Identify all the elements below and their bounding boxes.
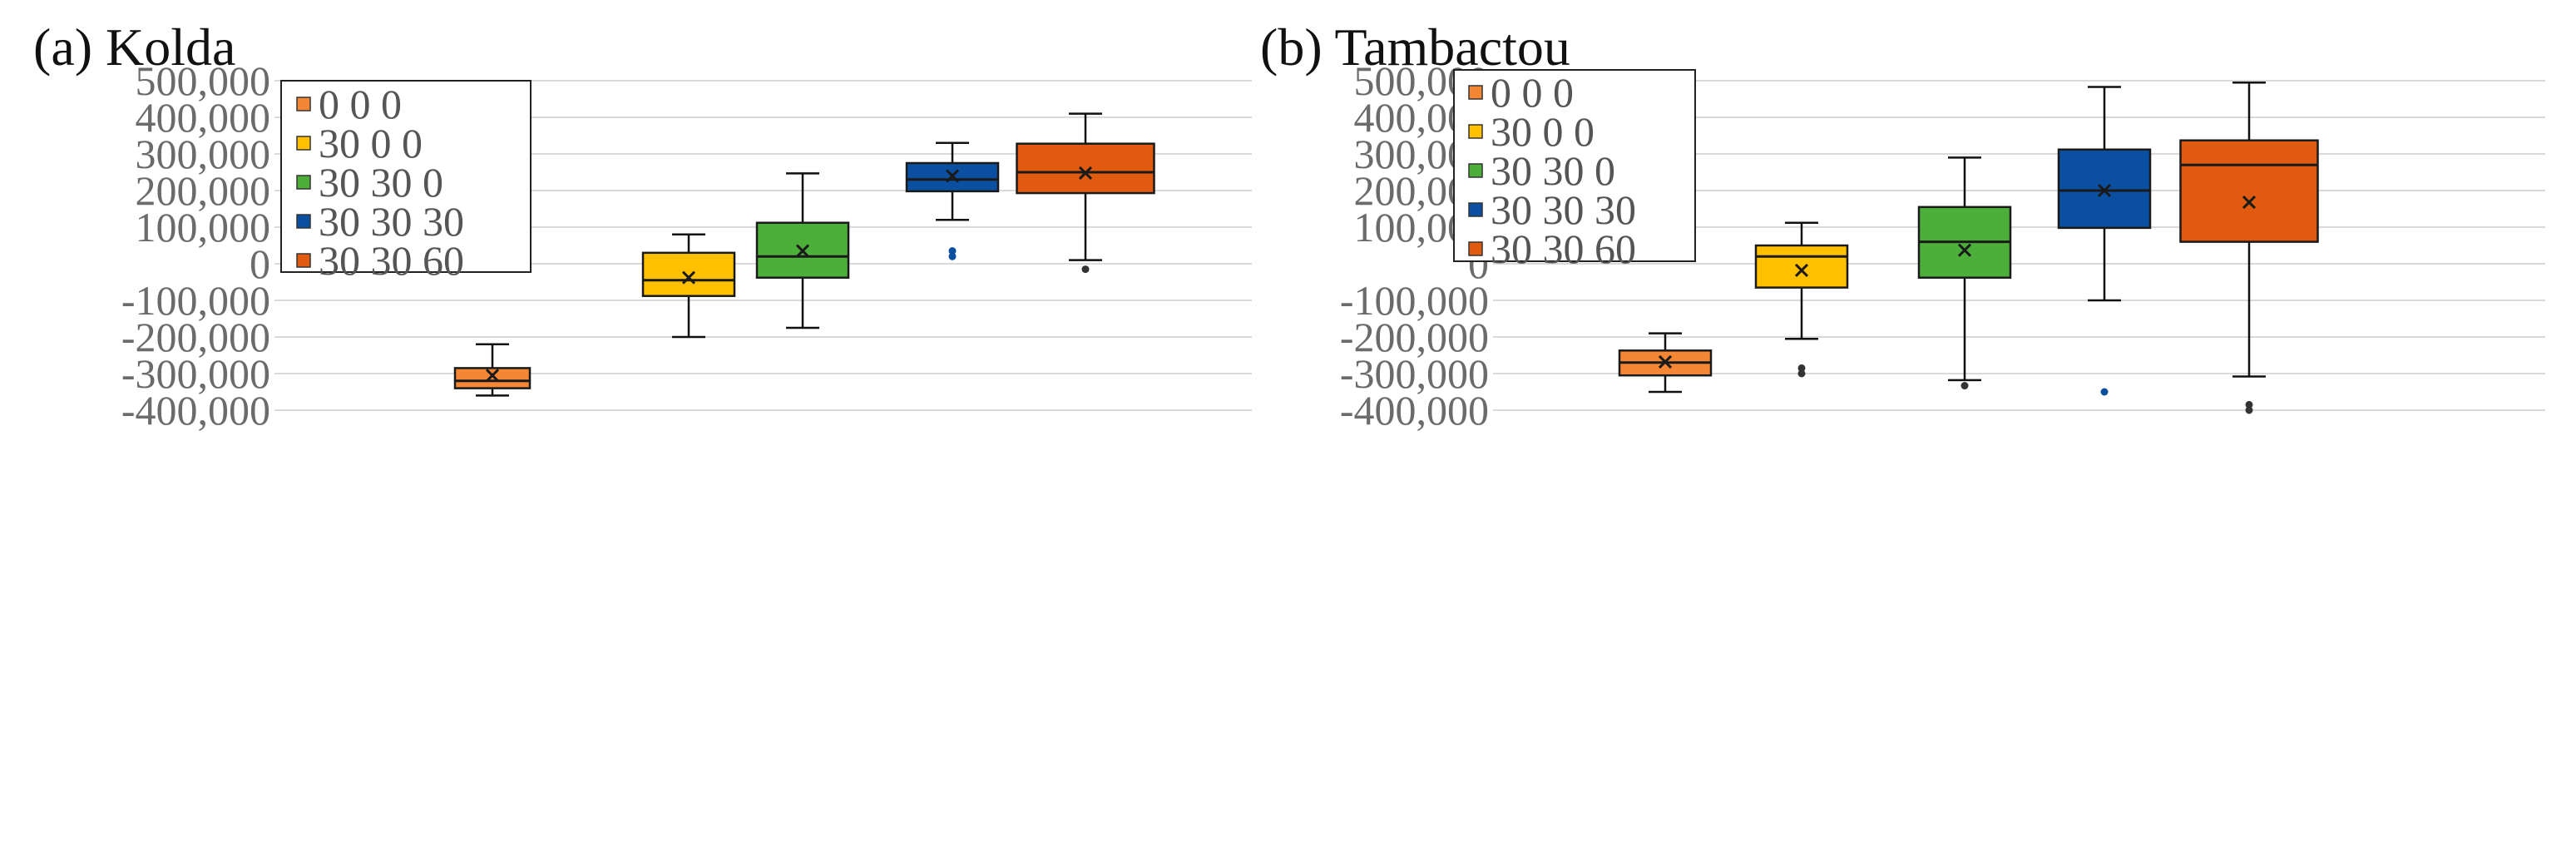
chart-panel-tambactou: (b) Tambactou 500,000400,000300,000200,0…	[1260, 17, 2545, 433]
box-30-30-30	[905, 141, 1000, 260]
box-30-0-0	[1754, 221, 1849, 378]
mean-marker	[681, 270, 696, 285]
legend-label: 30 30 0	[319, 159, 443, 206]
box-0-0-0	[453, 343, 532, 397]
y-tick-label: 300,000	[136, 131, 271, 177]
y-tick-label: -100,000	[1340, 277, 1489, 324]
y-tick-label: -200,000	[121, 314, 270, 360]
legend-swatch	[1468, 124, 1483, 139]
legend-swatch	[296, 253, 311, 268]
y-tick-label: -400,000	[1340, 387, 1489, 433]
panel-title-tambactou: (b) Tambactou	[1260, 17, 1570, 77]
box-30-30-30	[2057, 86, 2152, 396]
legend-swatch	[1468, 202, 1483, 217]
y-tick-label: 100,000	[136, 204, 271, 250]
outlier-point	[2245, 400, 2253, 409]
mean-marker	[1794, 263, 1809, 277]
legend-swatch	[1468, 85, 1483, 100]
outlier-point	[1797, 364, 1806, 372]
legend-box	[1453, 69, 1696, 262]
box-iqr	[2179, 139, 2319, 243]
box-30-30-0	[755, 172, 850, 329]
outlier-point	[2245, 406, 2253, 414]
y-tick-label: -300,000	[121, 350, 270, 397]
box-30-0-0	[641, 233, 736, 339]
y-tick-label: -200,000	[1340, 314, 1489, 360]
legend-box	[280, 80, 532, 273]
y-tick-label: -300,000	[1340, 350, 1489, 397]
outlier-point	[948, 252, 957, 260]
legend-swatch	[1468, 163, 1483, 178]
mean-marker	[795, 244, 810, 258]
legend-swatch	[296, 214, 311, 229]
mean-marker	[1078, 166, 1093, 180]
panel-title-kolda: (a) Kolda	[33, 17, 235, 77]
chart-panel-kolda: (a) Kolda 500,000400,000300,000200,00010…	[33, 17, 1252, 433]
mean-marker	[2242, 196, 2257, 210]
y-axis-ticks: 500,000400,000300,000200,000100,0000-100…	[121, 57, 270, 433]
box-series	[1618, 81, 2319, 414]
box-iqr	[2057, 148, 2152, 230]
legend-swatch	[296, 136, 311, 151]
legend-label: 30 30 0	[1491, 147, 1615, 194]
y-tick-label: 200,000	[136, 167, 271, 214]
mean-marker	[485, 369, 500, 383]
outlier-point	[1081, 265, 1090, 274]
mean-marker	[2097, 183, 2112, 198]
outlier-point	[2100, 388, 2109, 396]
box-iqr	[1754, 244, 1849, 289]
legend-label: 30 0 0	[1491, 108, 1595, 155]
mean-marker	[1658, 354, 1673, 369]
box-iqr	[453, 367, 532, 389]
legend-label: 30 0 0	[319, 120, 423, 166]
box-series	[453, 112, 1155, 397]
legend-label: 0 0 0	[319, 81, 402, 127]
y-tick-label: 500,000	[136, 57, 271, 104]
legend-swatch	[1468, 241, 1483, 256]
legend-label: 30 30 60	[319, 237, 464, 284]
legend-swatch	[296, 97, 311, 111]
box-0-0-0	[1618, 332, 1713, 394]
y-tick-label: -100,000	[121, 277, 270, 324]
box-30-30-0	[1917, 156, 2012, 390]
outlier-point	[1797, 369, 1806, 378]
box-30-30-60	[2179, 81, 2319, 414]
legend-swatch	[296, 175, 311, 190]
box-iqr	[1016, 142, 1155, 195]
legend-label: 30 30 30	[319, 198, 464, 245]
y-tick-label: -400,000	[121, 387, 270, 433]
mean-marker	[945, 169, 960, 183]
legend-label: 30 30 30	[1491, 186, 1636, 233]
y-tick-label: 0	[250, 240, 270, 287]
outlier-point	[948, 247, 957, 255]
y-tick-label: 400,000	[136, 94, 271, 141]
mean-marker	[1957, 243, 1972, 257]
box-iqr	[641, 251, 736, 297]
legend-label: 30 30 60	[1491, 225, 1636, 272]
box-30-30-60	[1016, 112, 1155, 274]
legend-label: 0 0 0	[1491, 69, 1574, 116]
outlier-point	[1960, 382, 1969, 390]
